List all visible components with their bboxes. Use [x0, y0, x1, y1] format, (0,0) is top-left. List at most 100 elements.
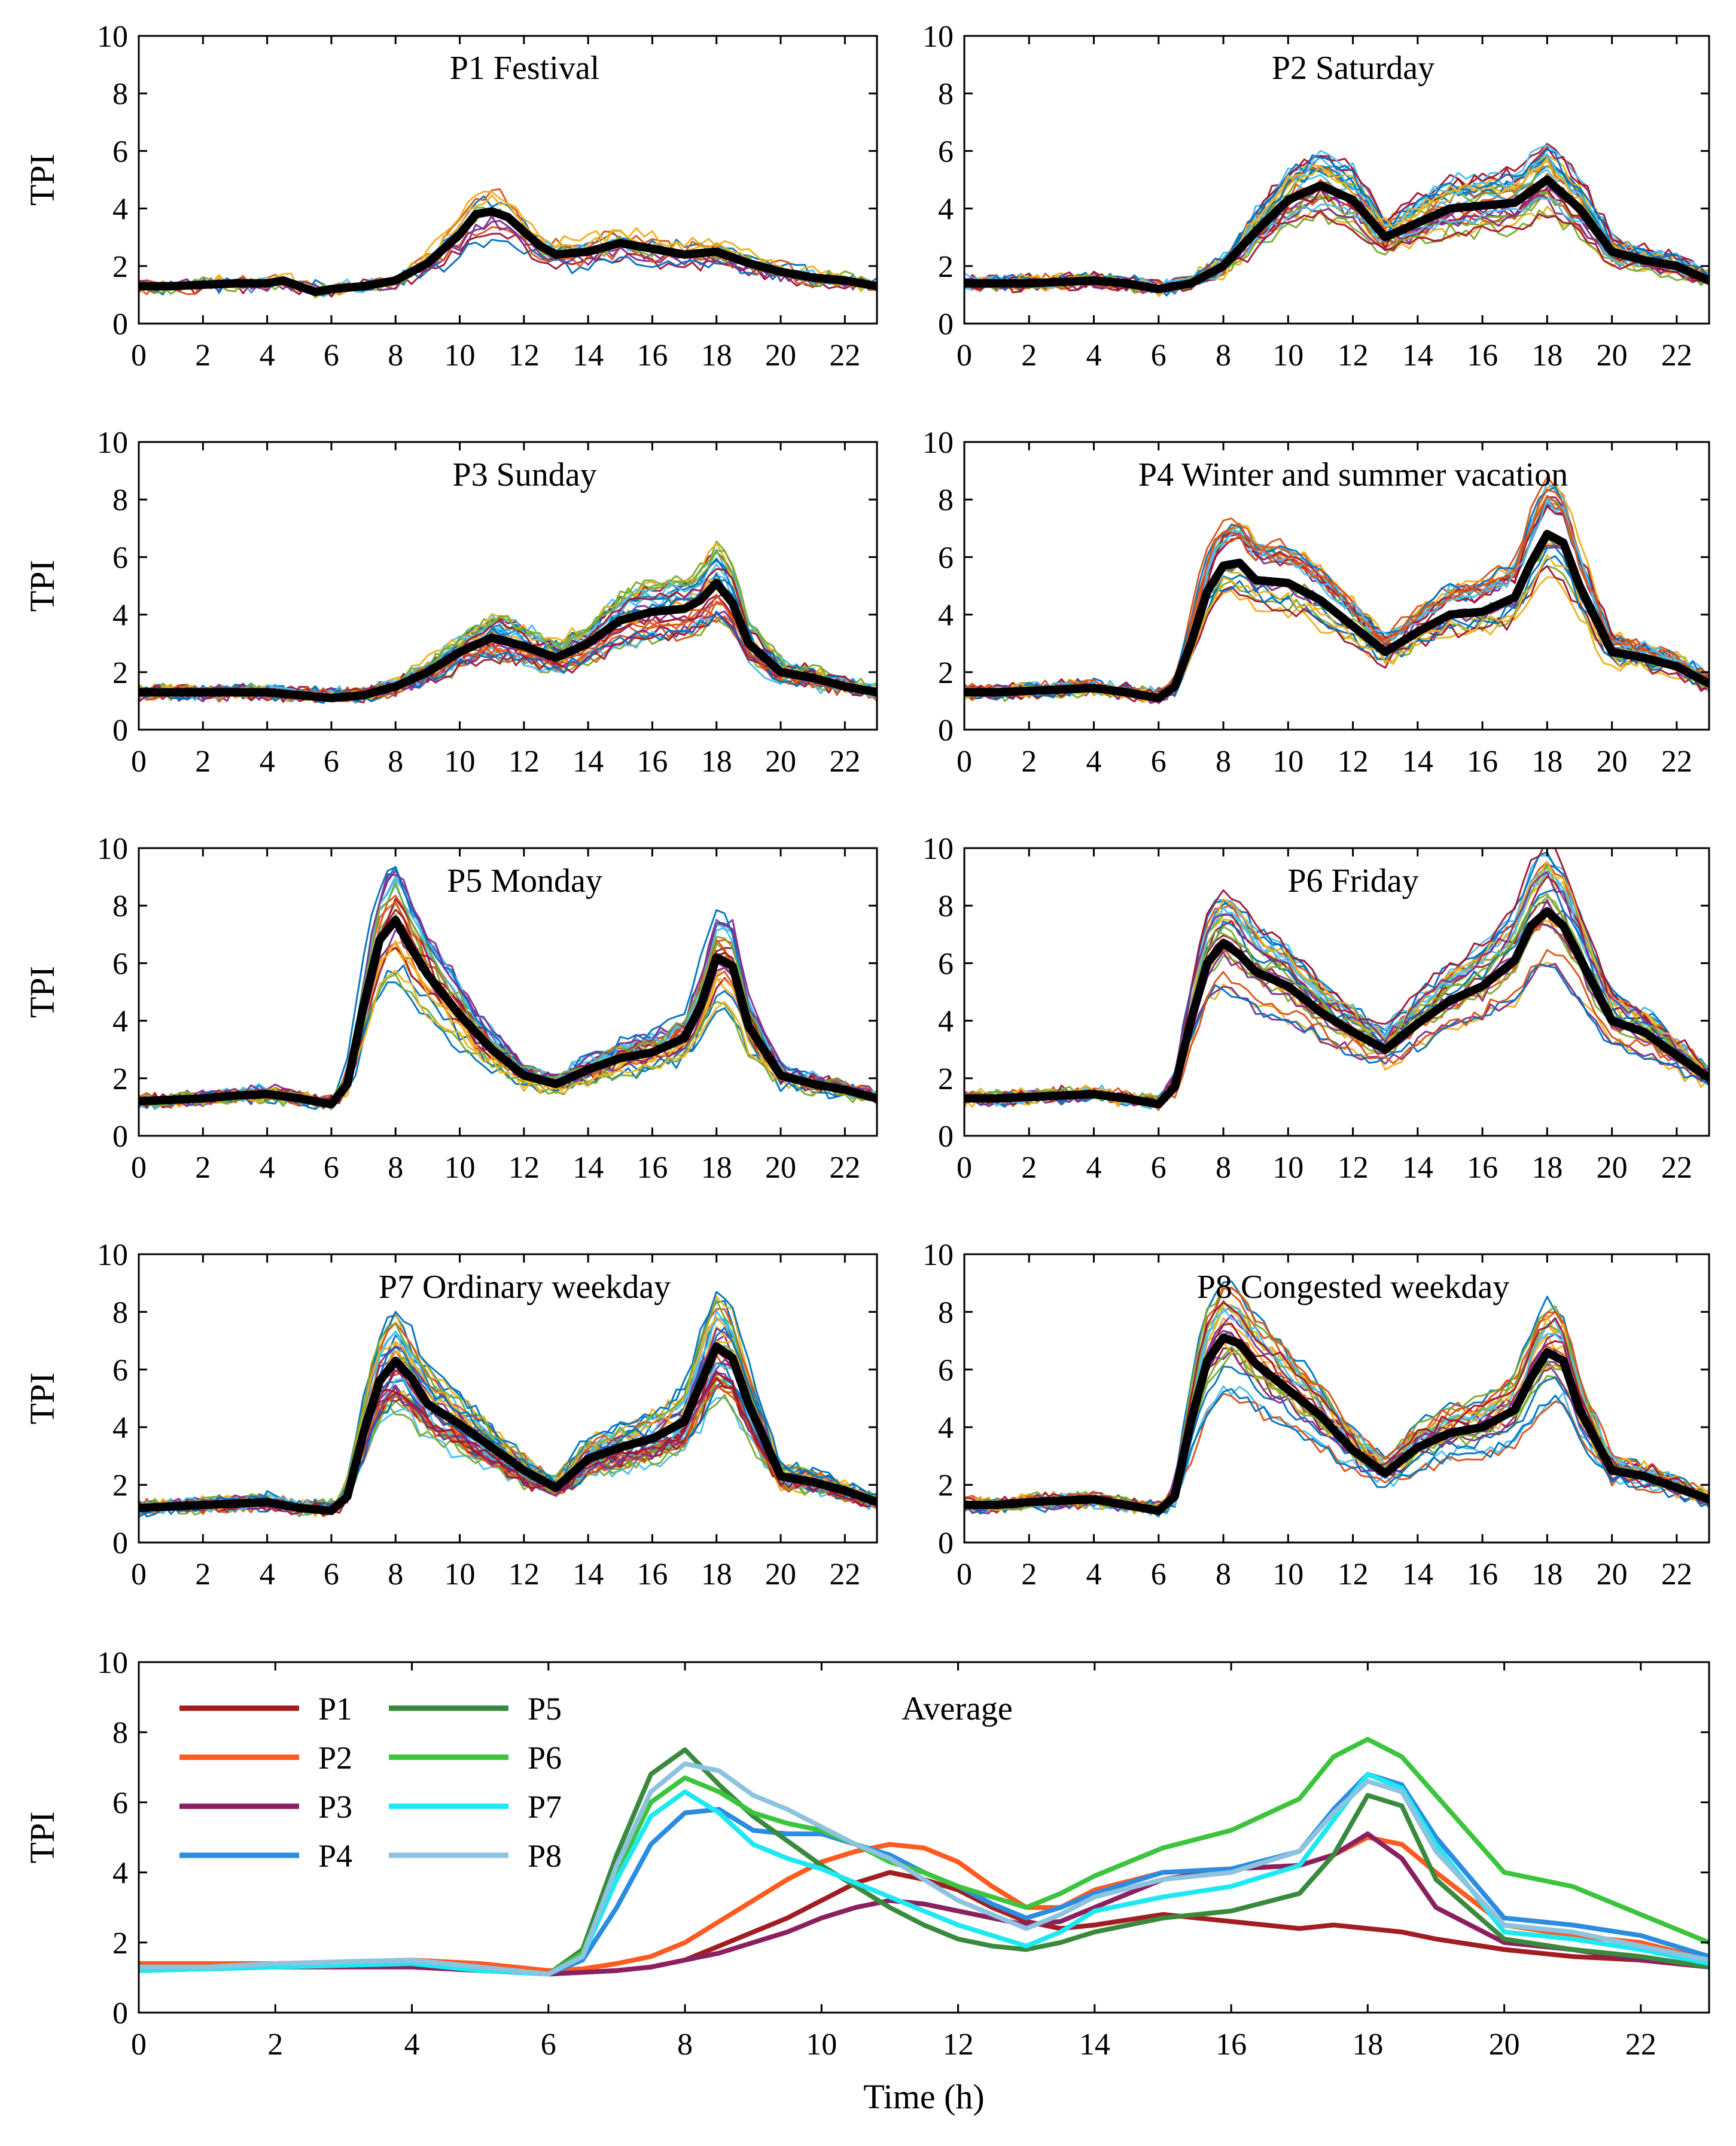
daily-trace [139, 920, 877, 1109]
x-tick-label: 2 [195, 1151, 211, 1185]
panel-title: P6 Friday [1287, 862, 1418, 900]
panel-title: P2 Saturday [1272, 50, 1435, 87]
x-tick-label: 22 [1661, 1151, 1692, 1185]
y-tick-label: 0 [112, 1120, 128, 1154]
daily-trace [964, 1307, 1709, 1514]
y-tick-label: 2 [938, 250, 954, 284]
y-tick-label: 2 [938, 656, 954, 690]
daily-trace [139, 1317, 877, 1513]
x-tick-label: 18 [701, 1151, 732, 1185]
daily-trace [964, 1287, 1709, 1511]
x-tick-label: 2 [195, 339, 211, 373]
x-tick-label: 22 [1625, 2028, 1656, 2062]
average-line [964, 1333, 1709, 1515]
daily-trace [139, 929, 877, 1109]
y-axis-label: TPI [23, 1812, 62, 1864]
x-tick-label: 20 [1597, 745, 1628, 779]
y-tick-label: 6 [112, 541, 128, 575]
daily-trace [139, 563, 877, 702]
x-tick-label: 22 [1661, 745, 1692, 779]
x-tick-label: 0 [957, 1151, 972, 1185]
legend-label-p4: P4 [318, 1838, 352, 1874]
x-tick-label: 0 [131, 339, 147, 373]
x-tick-label: 0 [131, 1557, 147, 1592]
x-tick-label: 14 [572, 1151, 604, 1185]
legend-label-p3: P3 [318, 1789, 352, 1825]
x-tick-label: 12 [1338, 1151, 1369, 1185]
panel-title: P1 Festival [450, 50, 599, 87]
axes-p5: 0 2 4 6 8 10 12 14 16 18 20 22 0 2 4 6 8 10 TPI P5 Monday [23, 832, 878, 1185]
x-tick-label: 14 [1402, 1151, 1433, 1185]
y-tick-label: 6 [938, 947, 954, 981]
x-tick-label: 14 [572, 1557, 604, 1592]
daily-trace [964, 1303, 1709, 1514]
x-tick-label: 18 [701, 339, 732, 373]
daily-trace [139, 1327, 877, 1518]
x-tick-label: 16 [1467, 1557, 1498, 1592]
daily-trace [964, 495, 1709, 702]
x-tick-label: 8 [388, 1557, 403, 1592]
x-tick-label: 10 [1272, 745, 1303, 779]
y-tick-label: 10 [922, 426, 954, 460]
y-tick-label: 6 [938, 541, 954, 575]
y-tick-label: 6 [112, 135, 128, 169]
y-tick-label: 6 [112, 1786, 128, 1820]
daily-trace [139, 1316, 877, 1517]
x-tick-label: 14 [1079, 2028, 1110, 2062]
x-tick-label: 0 [957, 745, 972, 779]
daily-trace [964, 962, 1709, 1108]
x-tick-label: 12 [1338, 339, 1369, 373]
axes-frame [138, 1253, 878, 1544]
daily-trace [139, 940, 877, 1108]
x-tick-label: 2 [1021, 745, 1037, 779]
y-tick-label: 4 [938, 1005, 954, 1039]
x-tick-label: 4 [1086, 1151, 1102, 1185]
x-tick-label: 0 [957, 1557, 972, 1592]
x-tick-label: 18 [1531, 1151, 1563, 1185]
x-tick-label: 10 [1272, 339, 1303, 373]
x-tick-label: 20 [765, 745, 796, 779]
daily-trace [139, 1318, 877, 1516]
x-tick-label: 16 [636, 1151, 668, 1185]
x-tick-label: 4 [1086, 1557, 1102, 1592]
axes-frame [963, 441, 1710, 731]
axes-p7: 0 2 4 6 8 10 12 14 16 18 20 22 0 2 4 6 8 10 TPI P7 Ordinary… [23, 1238, 878, 1592]
axes-p3: 0 2 4 6 8 10 12 14 16 18 20 22 0 2 4 6 8 10 TPI P3 Sunday [23, 426, 878, 779]
x-tick-label: 14 [572, 339, 604, 373]
x-tick-label: 16 [636, 339, 668, 373]
y-tick-label: 2 [112, 1469, 128, 1503]
average-line [964, 529, 1709, 703]
axes-p1: 0 2 4 6 8 10 12 14 16 18 20 22 0 2 4 6 8 10 TPI P1 Festival [23, 20, 878, 373]
x-tick-label: 20 [765, 1557, 796, 1592]
x-tick-label: 14 [1402, 745, 1433, 779]
x-tick-label: 22 [1661, 339, 1692, 373]
axes-frame [963, 1253, 1710, 1544]
daily-trace [964, 1284, 1709, 1512]
x-tick-label: 4 [260, 339, 275, 373]
x-tick-label: 18 [701, 745, 732, 779]
daily-trace [964, 922, 1709, 1108]
x-tick-label: 8 [388, 1151, 403, 1185]
x-tick-label: 0 [957, 339, 972, 373]
daily-trace [139, 941, 877, 1108]
y-tick-label: 10 [97, 832, 128, 866]
legend-label-p7: P7 [528, 1789, 562, 1825]
daily-trace [964, 1287, 1709, 1512]
x-tick-label: 16 [1216, 2028, 1247, 2062]
x-tick-label: 16 [1467, 339, 1498, 373]
x-tick-label: 10 [444, 745, 476, 779]
x-tick-label: 4 [1086, 339, 1102, 373]
daily-trace [139, 1310, 877, 1514]
y-tick-label: 8 [112, 483, 128, 517]
average-line [139, 1342, 877, 1515]
x-tick-label: 22 [1661, 1557, 1692, 1592]
daily-trace [139, 947, 877, 1108]
plot-area-avg [139, 1736, 1709, 1977]
legend-label-p8: P8 [528, 1838, 562, 1874]
y-tick-label: 0 [938, 307, 954, 342]
x-tick-label: 0 [131, 2028, 147, 2062]
plot-area-p1 [139, 188, 877, 299]
legend-label-p2: P2 [318, 1740, 352, 1776]
y-tick-label: 8 [112, 1716, 128, 1750]
x-tick-label: 10 [1272, 1557, 1303, 1592]
